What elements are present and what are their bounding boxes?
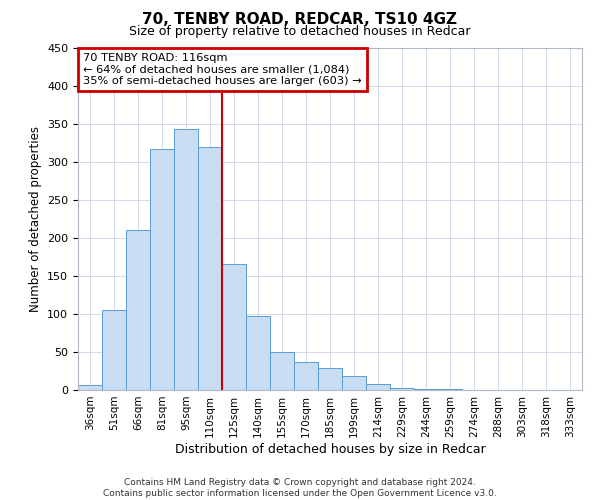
Bar [198,147,222,390]
Bar [150,150,174,390]
Text: 70 TENBY ROAD: 116sqm
← 64% of detached houses are smaller (1,084)
35% of semi-d: 70 TENBY ROAD: 116sqm ← 64% of detached … [83,52,362,86]
Y-axis label: Number of detached properties: Number of detached properties [29,126,41,312]
Text: 70, TENBY ROAD, REDCAR, TS10 4GZ: 70, TENBY ROAD, REDCAR, TS10 4GZ [143,12,458,28]
Bar [102,310,126,390]
Bar [294,362,318,390]
Bar [222,264,246,390]
Bar [318,368,342,390]
X-axis label: Distribution of detached houses by size in Redcar: Distribution of detached houses by size … [175,442,485,456]
Bar [174,129,198,390]
Text: Contains HM Land Registry data © Crown copyright and database right 2024.
Contai: Contains HM Land Registry data © Crown c… [103,478,497,498]
Bar [342,376,366,390]
Bar [414,389,438,390]
Bar [390,388,414,390]
Bar [126,230,150,390]
Bar [78,384,102,390]
Bar [270,352,294,390]
Bar [438,389,462,390]
Text: Size of property relative to detached houses in Redcar: Size of property relative to detached ho… [129,25,471,38]
Bar [366,384,390,390]
Bar [246,316,270,390]
